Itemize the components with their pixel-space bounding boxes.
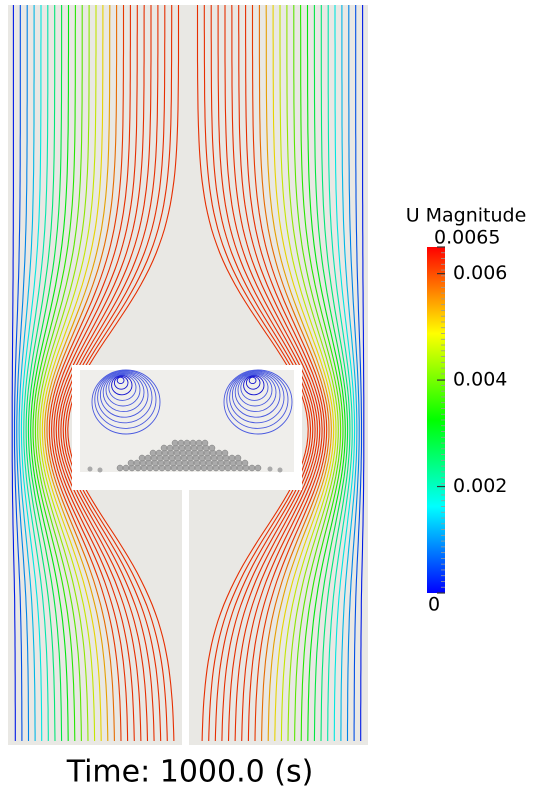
- colorbar-tick-label: 0.004: [453, 369, 507, 391]
- particle: [278, 468, 283, 473]
- particle: [139, 455, 145, 461]
- particle: [249, 465, 255, 471]
- particle: [128, 460, 134, 466]
- particle: [268, 467, 273, 472]
- particle: [216, 450, 222, 456]
- particle: [229, 455, 235, 461]
- particle: [161, 445, 167, 451]
- particle: [98, 468, 103, 473]
- particle: [167, 445, 173, 451]
- colorbar-title: U Magnitude: [406, 205, 527, 227]
- particle: [184, 440, 190, 446]
- visualization: U Magnitude 0.0065 0.006 0.004 0.002 0 Time:…: [0, 0, 540, 795]
- colorbar-tick-label: 0.002: [453, 475, 507, 497]
- particle: [190, 440, 196, 446]
- particle: [134, 460, 140, 466]
- time-caption: Time: 1000.0 (s): [66, 755, 314, 790]
- particle: [156, 450, 162, 456]
- particle: [209, 445, 215, 451]
- colorbar-tick-label: 0.006: [453, 262, 507, 284]
- particle: [222, 450, 228, 456]
- particle: [202, 440, 208, 446]
- particle: [117, 465, 123, 471]
- particle: [123, 465, 129, 471]
- particle: [178, 440, 184, 446]
- particle: [145, 455, 151, 461]
- colorbar-tick-label: 0: [428, 594, 440, 616]
- cavity: [80, 370, 294, 472]
- particle: [255, 465, 261, 471]
- particle: [88, 467, 93, 472]
- divider: [182, 490, 189, 745]
- particle: [242, 460, 248, 466]
- particle: [196, 440, 202, 446]
- particle: [150, 450, 156, 456]
- particle: [172, 440, 178, 446]
- particle: [235, 455, 241, 461]
- colorbar-tick-label: 0.0065: [434, 227, 500, 249]
